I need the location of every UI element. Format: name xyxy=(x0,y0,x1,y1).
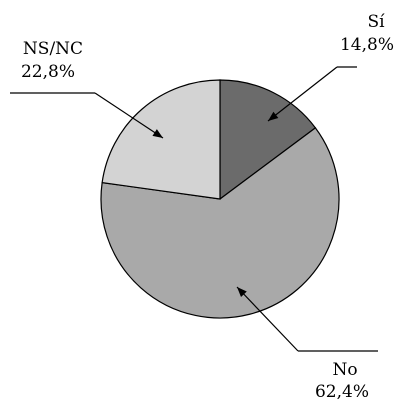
slice-value-si: 14,8% xyxy=(340,35,394,55)
slice-label-si: Sí xyxy=(367,12,385,32)
leader-line-nsnc xyxy=(94,92,164,139)
slice-label-nsnc: NS/NC xyxy=(23,39,83,59)
leader-line-no-arrowhead xyxy=(237,287,247,297)
slice-label-no: No xyxy=(332,360,357,380)
pie-slice-si xyxy=(219,79,317,201)
leader-line-si-arrowhead xyxy=(268,111,279,121)
leader-line-si xyxy=(267,66,338,122)
leader-lines xyxy=(10,66,378,352)
pie-slice-nsnc xyxy=(101,79,221,200)
pie-slice-no xyxy=(100,127,340,319)
slice-value-nsnc: 22,8% xyxy=(21,62,75,82)
leader-line-no xyxy=(236,286,299,352)
slice-value-no: 62,4% xyxy=(315,382,369,402)
leader-line-nsnc-arrowhead xyxy=(152,129,163,138)
pie-slices xyxy=(100,79,340,319)
